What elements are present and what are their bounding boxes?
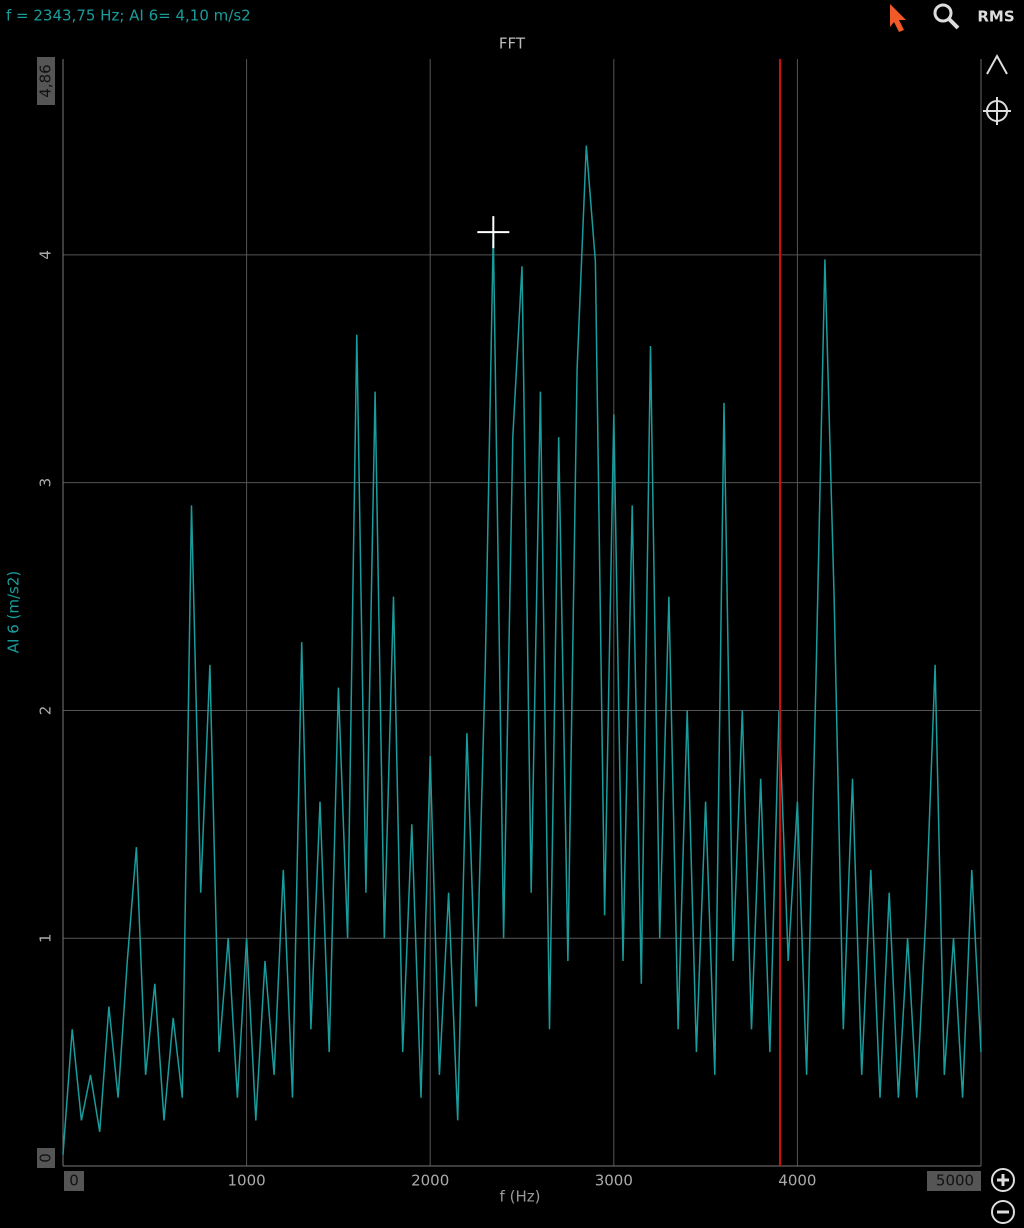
y-limit-box — [37, 1148, 55, 1168]
y-limit-box — [37, 57, 55, 105]
y-tick-label: 4,86 — [37, 64, 55, 97]
x-limit-box — [927, 1171, 981, 1191]
chart-title: FFT — [499, 35, 526, 53]
zoom-out[interactable] — [991, 1200, 1015, 1224]
y-tick-label: 1 — [37, 933, 55, 943]
y-axis-label: AI 6 (m/s2) — [5, 571, 23, 654]
peak-tool[interactable] — [986, 53, 1008, 75]
x-tick-label: 4000 — [778, 1172, 816, 1190]
rms-button[interactable]: RMS — [977, 8, 1014, 26]
crosshair-tool[interactable] — [983, 97, 1011, 125]
x-tick-label: 0 — [69, 1172, 79, 1190]
y-tick-label: 3 — [37, 478, 55, 488]
zoom-tool[interactable] — [933, 3, 960, 30]
cursor-readout: f = 2343,75 Hz; AI 6= 4,10 m/s2 — [6, 7, 251, 25]
x-tick-label: 1000 — [228, 1172, 266, 1190]
x-tick-label: 5000 — [936, 1172, 974, 1190]
x-tick-label: 2000 — [411, 1172, 449, 1190]
cursor-marker — [477, 216, 510, 249]
x-limit-box — [64, 1171, 84, 1191]
x-tick-label: 3000 — [595, 1172, 633, 1190]
y-tick-label: 0 — [37, 1153, 55, 1163]
x-axis-label: f (Hz) — [500, 1188, 541, 1206]
spectrum-line — [62, 145, 982, 1155]
y-tick-label: 4 — [37, 250, 55, 260]
y-tick-label: 2 — [37, 706, 55, 716]
zoom-in[interactable] — [991, 1168, 1015, 1192]
pointer-tool[interactable] — [890, 4, 906, 32]
